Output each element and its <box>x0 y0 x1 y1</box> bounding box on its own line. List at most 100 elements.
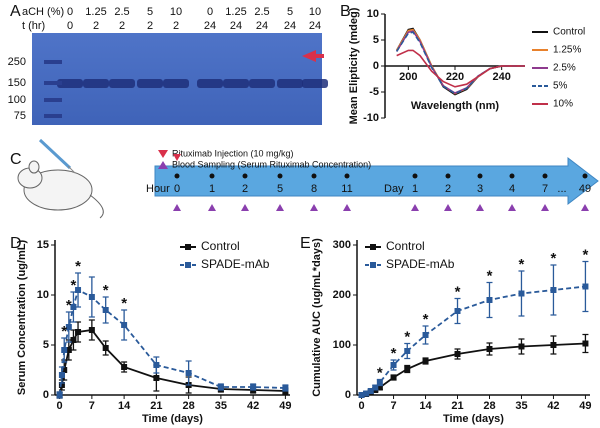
data-point <box>282 385 289 391</box>
x-tick-label: 42 <box>547 400 559 412</box>
sampling-marker <box>241 204 249 211</box>
x-tick-label: 0 <box>359 400 365 412</box>
data-point <box>422 332 429 338</box>
data-point <box>153 375 160 381</box>
arrow <box>302 50 324 62</box>
legend-label: 2.5% <box>553 63 576 74</box>
data-point <box>121 322 128 328</box>
sampling-marker <box>343 204 351 211</box>
y-tick-label: 5 <box>373 34 379 46</box>
y-tick-label: 0 <box>43 389 49 401</box>
y-axis-label: Cumulative AUC (ug/mL*days) <box>311 238 323 397</box>
gel-lane-label: 24 <box>230 20 242 32</box>
data-point <box>102 345 109 351</box>
gel-lane-label: 2.5 <box>254 6 269 18</box>
gel-band <box>197 79 223 88</box>
timepoint-label: 1 <box>209 183 215 195</box>
sampling-marker <box>310 204 318 211</box>
data-point <box>518 290 525 297</box>
chart: 0 100 200 300 0 7 14 21 28 35 42 49 Time (days) Cumul… <box>311 238 592 425</box>
data-point <box>58 382 65 388</box>
y-tick-label: 10 <box>367 8 379 20</box>
significance-mark: * <box>487 267 493 284</box>
legend-marker <box>370 244 376 250</box>
data-point <box>185 370 192 376</box>
timepoint <box>174 173 180 179</box>
significance-mark: * <box>75 258 81 275</box>
timepoint <box>412 173 418 179</box>
timepoint <box>311 173 317 179</box>
x-tick-label: 21 <box>150 400 162 412</box>
y-tick-label: 0 <box>345 389 351 401</box>
gel-lane-label: 24 <box>204 20 216 32</box>
y-axis-label: Mean Elipticity (mdeg) <box>348 7 360 124</box>
x-axis-label: Wavelength (nm) <box>411 100 500 112</box>
data-point <box>217 384 224 390</box>
series-line <box>395 31 525 95</box>
data-point <box>102 307 109 313</box>
timepoint <box>209 173 215 179</box>
timepoint-label: 0 <box>174 183 180 195</box>
hour-label: Hour <box>146 183 170 195</box>
gel-lane-label: 10 <box>170 6 182 18</box>
legend-text: Blood Sampling (Serum Rituximab Concentr… <box>172 159 371 169</box>
marker-label: 250 <box>8 56 26 68</box>
data-point <box>58 372 65 378</box>
x-tick-label: 220 <box>446 71 464 83</box>
injection-icon <box>158 150 168 158</box>
gel-band <box>223 79 249 88</box>
gel-lane-label: 5 <box>147 6 153 18</box>
gel-band <box>109 79 135 88</box>
y-tick-label: -10 <box>363 112 379 124</box>
data-point <box>75 287 82 293</box>
data-point <box>582 340 589 347</box>
series-line <box>58 329 286 396</box>
significance-mark: * <box>121 295 127 312</box>
ellipsis: ... <box>557 183 566 195</box>
timepoint-label: 11 <box>341 183 352 195</box>
x-tick-label: 7 <box>89 400 95 412</box>
significance-mark: * <box>423 311 429 328</box>
timepoint-label: 4 <box>509 183 515 195</box>
data-point <box>518 343 525 350</box>
panel-label: D <box>10 235 22 252</box>
significance-mark: * <box>583 246 589 263</box>
ladder-band <box>44 60 62 64</box>
gel-lane-label: 2 <box>173 20 179 32</box>
gel-band <box>249 79 275 88</box>
legend-label: Control <box>201 239 240 253</box>
data-point <box>486 297 493 303</box>
chart: -10 -5 0 5 10 200 220 240 Wavelength (nm) Mean El… <box>348 7 585 124</box>
data-point <box>454 308 461 314</box>
gel-lane-label: 10 <box>309 6 321 18</box>
sampling-icon <box>158 161 168 169</box>
legend-marker <box>370 262 376 268</box>
data-point <box>88 327 95 333</box>
x-tick-label: 21 <box>451 400 463 412</box>
panel-label: B <box>340 3 351 20</box>
data-point <box>486 346 493 352</box>
significance-mark: * <box>455 283 461 300</box>
legend-label: 1.25% <box>553 45 581 56</box>
chart: 0 5 10 15 0 7 14 21 28 35 42 49 Time (days) Serum Con… <box>16 239 292 425</box>
timepoint <box>445 173 451 179</box>
gel-lane-label: 2 <box>147 20 153 32</box>
sampling-marker <box>581 204 589 211</box>
data-point <box>70 337 77 343</box>
y-axis-label: Serum Concentration (ug/mL) <box>16 240 28 396</box>
gel-lane-label: 5 <box>287 6 293 18</box>
gel-lane-label: 0 <box>207 6 213 18</box>
significance-mark: * <box>404 328 410 345</box>
x-tick-label: 42 <box>247 400 259 412</box>
gel-band <box>302 79 328 88</box>
panel-label: C <box>10 151 22 168</box>
data-point <box>376 384 383 391</box>
significance-mark: * <box>377 364 383 381</box>
sampling-marker <box>541 204 549 211</box>
data-point <box>56 392 63 398</box>
sampling-marker <box>508 204 516 211</box>
data-point <box>61 347 68 353</box>
significance-mark: * <box>71 277 77 294</box>
ladder-band <box>44 114 62 118</box>
